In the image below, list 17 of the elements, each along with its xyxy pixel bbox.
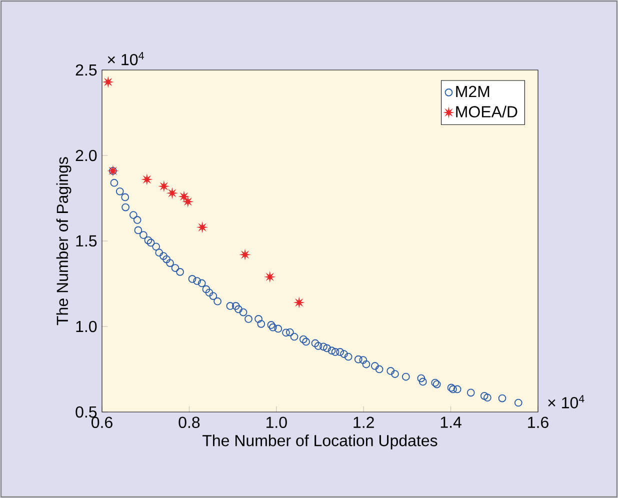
y-tick-label: 2.5 [76, 64, 97, 76]
text: × 10$^{4}$ [108, 52, 144, 66]
x-tick-label: 1.0 [266, 416, 287, 428]
x-tick-label: 1.4 [440, 416, 462, 428]
x-tick-label: 0.8 [178, 416, 200, 428]
y-tick-label: 1.0 [76, 320, 97, 332]
y-tick-label: 0.5 [76, 406, 97, 418]
legend-label: M2M [456, 86, 490, 98]
x-tick-label: 1.2 [354, 416, 374, 428]
x-tick-label: 1.6 [528, 416, 548, 428]
text: × 10$^{4}$ [548, 395, 584, 408]
y-axis-title: The Number of Pagings [56, 157, 72, 326]
y-tick-label: 1.5 [76, 235, 97, 247]
legend-label: MOEA/D [456, 106, 518, 118]
x-tick-label: 0.6 [92, 416, 112, 428]
x-axis-title: The Number of Location Updates [202, 434, 438, 450]
y-tick-label: 2.0 [76, 150, 97, 162]
